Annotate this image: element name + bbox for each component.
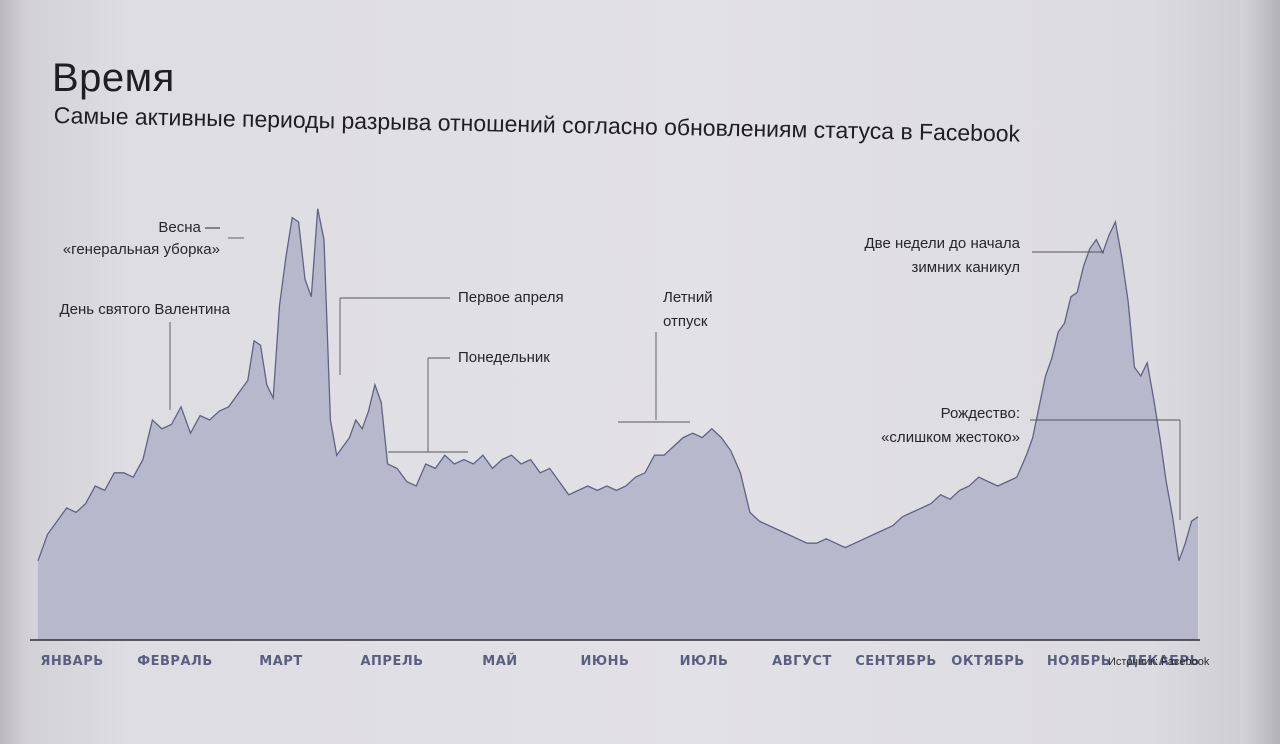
annotation-text: День святого Валентина: [60, 301, 231, 318]
month-label: МАЙ: [482, 653, 517, 669]
annotations: День святого Валентина Весна — «генеральна…: [60, 219, 1181, 520]
source-note: Источник: Facebook: [1108, 656, 1210, 668]
month-label: НОЯБРЬ: [1047, 654, 1111, 669]
annotation: Понедельник: [388, 349, 550, 453]
annotation: Первое апреля: [339, 289, 564, 375]
page-edge-right: [1240, 0, 1280, 744]
breakup-area-outline: [37, 208, 1199, 562]
month-labels: ЯНВАРЬ ФЕВРАЛЬ МАРТ АПРЕЛЬ МАЙ ИЮНЬ ИЮЛЬ АВГУСТ…: [40, 653, 1200, 669]
month-label: ЯНВАРЬ: [40, 654, 103, 669]
month-label: ОКТЯБРЬ: [951, 654, 1024, 669]
annotation-text: зимних каникул: [912, 259, 1020, 276]
annotation-text: Рождество:: [941, 405, 1020, 422]
page-edge-left: [0, 0, 26, 744]
month-label: АПРЕЛЬ: [360, 654, 423, 669]
annotation-text: отпуск: [663, 313, 708, 330]
annotation: Летний отпуск: [618, 289, 713, 423]
annotation-text: «генеральная уборка»: [63, 241, 220, 258]
month-label: СЕНТЯБРЬ: [855, 654, 937, 669]
annotation-text: Первое апреля: [458, 289, 564, 306]
chart-title: Время: [52, 56, 175, 100]
month-label: АВГУСТ: [772, 654, 832, 669]
annotation-text: Понедельник: [458, 349, 550, 366]
month-label: ДЕКАБРЬ: [1126, 654, 1200, 669]
annotation-text: Летний: [663, 289, 713, 306]
month-label: ИЮЛЬ: [680, 654, 729, 669]
annotation: Две недели до начала зимних каникул: [865, 235, 1104, 276]
annotation: Рождество: «слишком жестоко»: [881, 405, 1181, 520]
annotation-text: «слишком жестоко»: [881, 429, 1020, 446]
month-label: ФЕВРАЛЬ: [137, 654, 212, 669]
month-label: МАРТ: [259, 654, 302, 669]
breakup-area-series: [38, 208, 1198, 641]
annotation-text: Весна —: [158, 219, 220, 236]
annotation: Весна — «генеральная уборка»: [63, 219, 244, 258]
annotation: День святого Валентина: [60, 301, 231, 410]
month-label: ИЮНЬ: [581, 654, 630, 669]
annotation-text: Две недели до начала: [865, 235, 1021, 252]
